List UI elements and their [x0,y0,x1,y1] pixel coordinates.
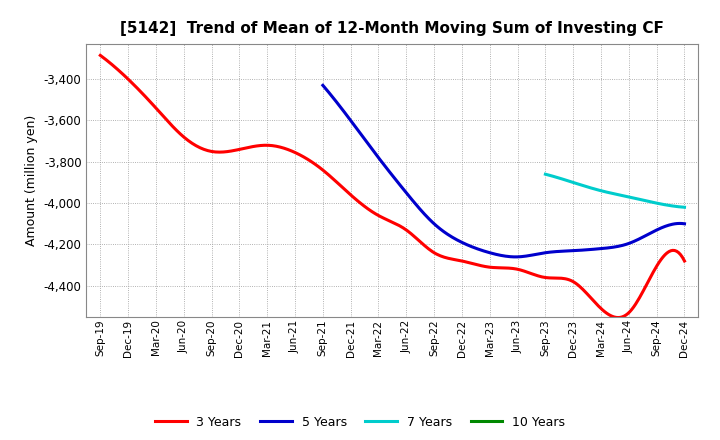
3 Years [96,53,104,58]
5 Years [680,221,689,227]
5 Years [647,230,656,235]
5 Years [624,241,633,246]
3 Years [444,256,452,261]
7 Years [680,205,689,210]
3 Years [588,297,597,303]
7 Years [541,172,550,177]
7 Years [541,172,550,177]
5 Years [534,251,542,257]
5 Years [318,83,327,88]
5 Years [541,250,550,255]
3 Years [442,255,451,260]
7 Years [658,202,667,207]
3 Years [627,307,636,312]
Line: 7 Years: 7 Years [546,174,685,207]
7 Years [624,194,633,199]
5 Years [535,251,544,257]
5 Years [511,254,520,260]
7 Years [667,203,676,209]
Legend: 3 Years, 5 Years, 7 Years, 10 Years: 3 Years, 5 Years, 7 Years, 10 Years [150,411,570,434]
Line: 5 Years: 5 Years [323,85,685,257]
Y-axis label: Amount (million yen): Amount (million yen) [25,115,38,246]
Line: 3 Years: 3 Years [100,55,685,318]
3 Years [680,258,689,264]
3 Years [98,54,107,59]
7 Years [624,194,632,199]
3 Years [613,315,622,320]
3 Years [454,257,462,263]
5 Years [320,84,328,89]
7 Years [626,194,635,200]
Title: [5142]  Trend of Mean of 12-Month Moving Sum of Investing CF: [5142] Trend of Mean of 12-Month Moving … [120,21,665,36]
